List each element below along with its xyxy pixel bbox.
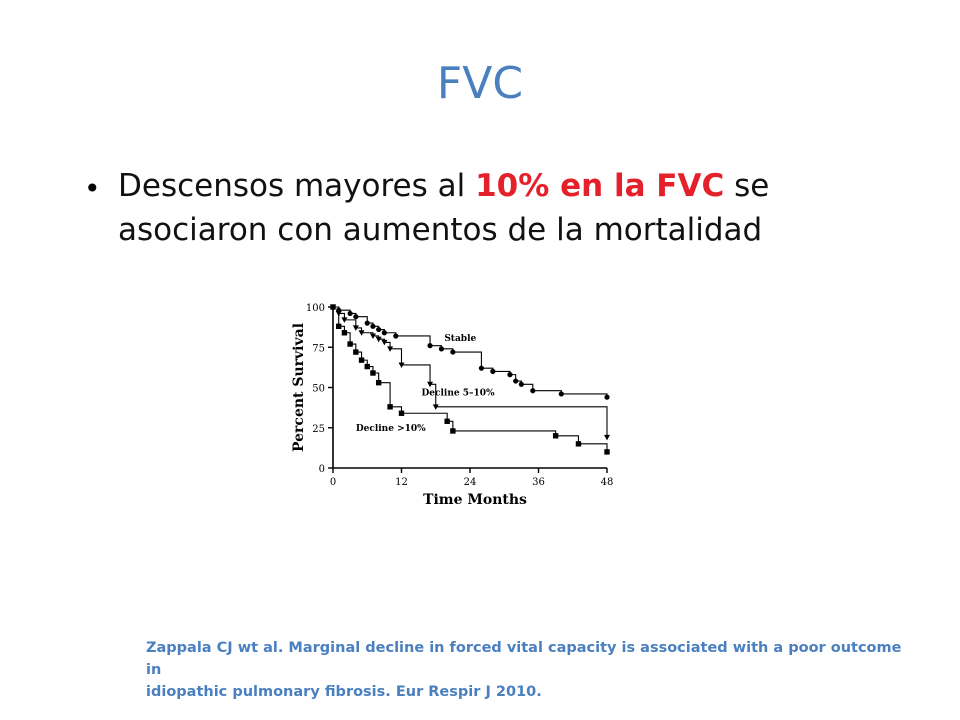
data-point-stable [450,349,456,355]
y-tick-label: 25 [312,424,325,435]
data-point-stable [513,378,519,384]
bullet-text: Descensos mayores al 10% en la FVC se as… [118,164,878,252]
data-point-decline-gt10 [575,441,582,447]
data-point-decline-5-10 [375,336,382,343]
series-label-0: Stable [444,334,476,344]
x-tick-label: 36 [532,477,545,488]
data-point-stable [364,320,370,326]
y-tick-label: 0 [319,464,325,475]
data-point-stable [490,368,496,374]
data-point-stable [518,381,524,387]
data-point-stable [381,330,387,336]
data-point-decline-5-10 [427,381,434,388]
data-point-stable [347,310,353,317]
data-point-decline-gt10 [370,370,376,376]
data-point-decline-gt10 [341,330,348,336]
survival-chart: 0 25 50 75 100 0 12 24 36 48 Time Months Percent Su… [291,303,614,508]
data-point-decline-gt10 [364,363,370,370]
data-point-decline-5-10 [387,346,394,352]
data-point-stable [393,333,399,339]
data-point-stable [478,365,485,371]
data-point-decline-gt10 [387,404,393,410]
data-point-stable [427,343,433,349]
data-point-decline-gt10 [398,410,405,416]
data-point-decline-gt10 [450,428,456,434]
data-point-decline-gt10 [353,349,359,355]
data-point-decline-5-10 [369,333,376,339]
data-point-decline-5-10 [352,325,359,331]
series-line-0 [333,306,608,398]
data-point-stable [438,346,445,352]
data-point-decline-5-10 [398,362,405,368]
bullet-dot: • [84,172,101,205]
citation-line-1: Zappala CJ wt al. Marginal decline in fo… [146,640,902,678]
data-point-decline-5-10 [341,317,348,323]
x-tick-label: 48 [601,477,614,488]
data-point-decline-gt10 [552,433,559,439]
y-tick-label: 50 [312,384,325,395]
series-line-2 [333,306,608,452]
series-label-1: Decline 5–10% [421,389,495,399]
citation: Zappala CJ wt al. Marginal decline in fo… [146,637,906,703]
y-tick-label: 75 [312,343,325,354]
data-point-decline-gt10 [604,449,610,455]
x-tick-label: 12 [395,477,408,488]
bullet-text-before: Descensos mayores al [118,168,476,204]
data-point-decline-gt10 [330,304,336,310]
series-label-2: Decline >10% [356,424,426,434]
data-point-decline-5-10 [604,434,610,441]
data-point-stable [376,326,382,333]
data-point-stable [507,372,513,378]
data-point-decline-gt10 [375,379,382,386]
y-tick-label: 100 [306,303,325,314]
data-point-stable [604,394,610,400]
slide-title: FVC [436,58,524,109]
data-point-stable [530,388,536,394]
bullet-text-after: se asociaron con aumentos de la mortalid… [118,168,770,248]
data-point-stable [353,314,359,320]
bullet-highlight: 10% en la FVC [475,168,725,204]
data-point-decline-gt10 [347,341,353,347]
x-axis-label: Time Months [423,492,527,508]
data-point-decline-gt10 [444,418,450,425]
data-point-decline-5-10 [358,330,365,336]
data-point-decline-gt10 [336,323,342,330]
data-point-decline-5-10 [381,339,388,346]
data-point-stable [370,323,376,329]
citation-line-2: idiopathic pulmonary fibrosis. Eur Respi… [146,684,542,700]
data-point-decline-5-10 [432,404,439,410]
x-tick-label: 24 [464,477,477,488]
data-point-stable [558,391,564,397]
data-point-decline-gt10 [358,357,365,363]
x-tick-label: 0 [330,477,336,488]
y-axis-label: Percent Survival [291,323,307,452]
